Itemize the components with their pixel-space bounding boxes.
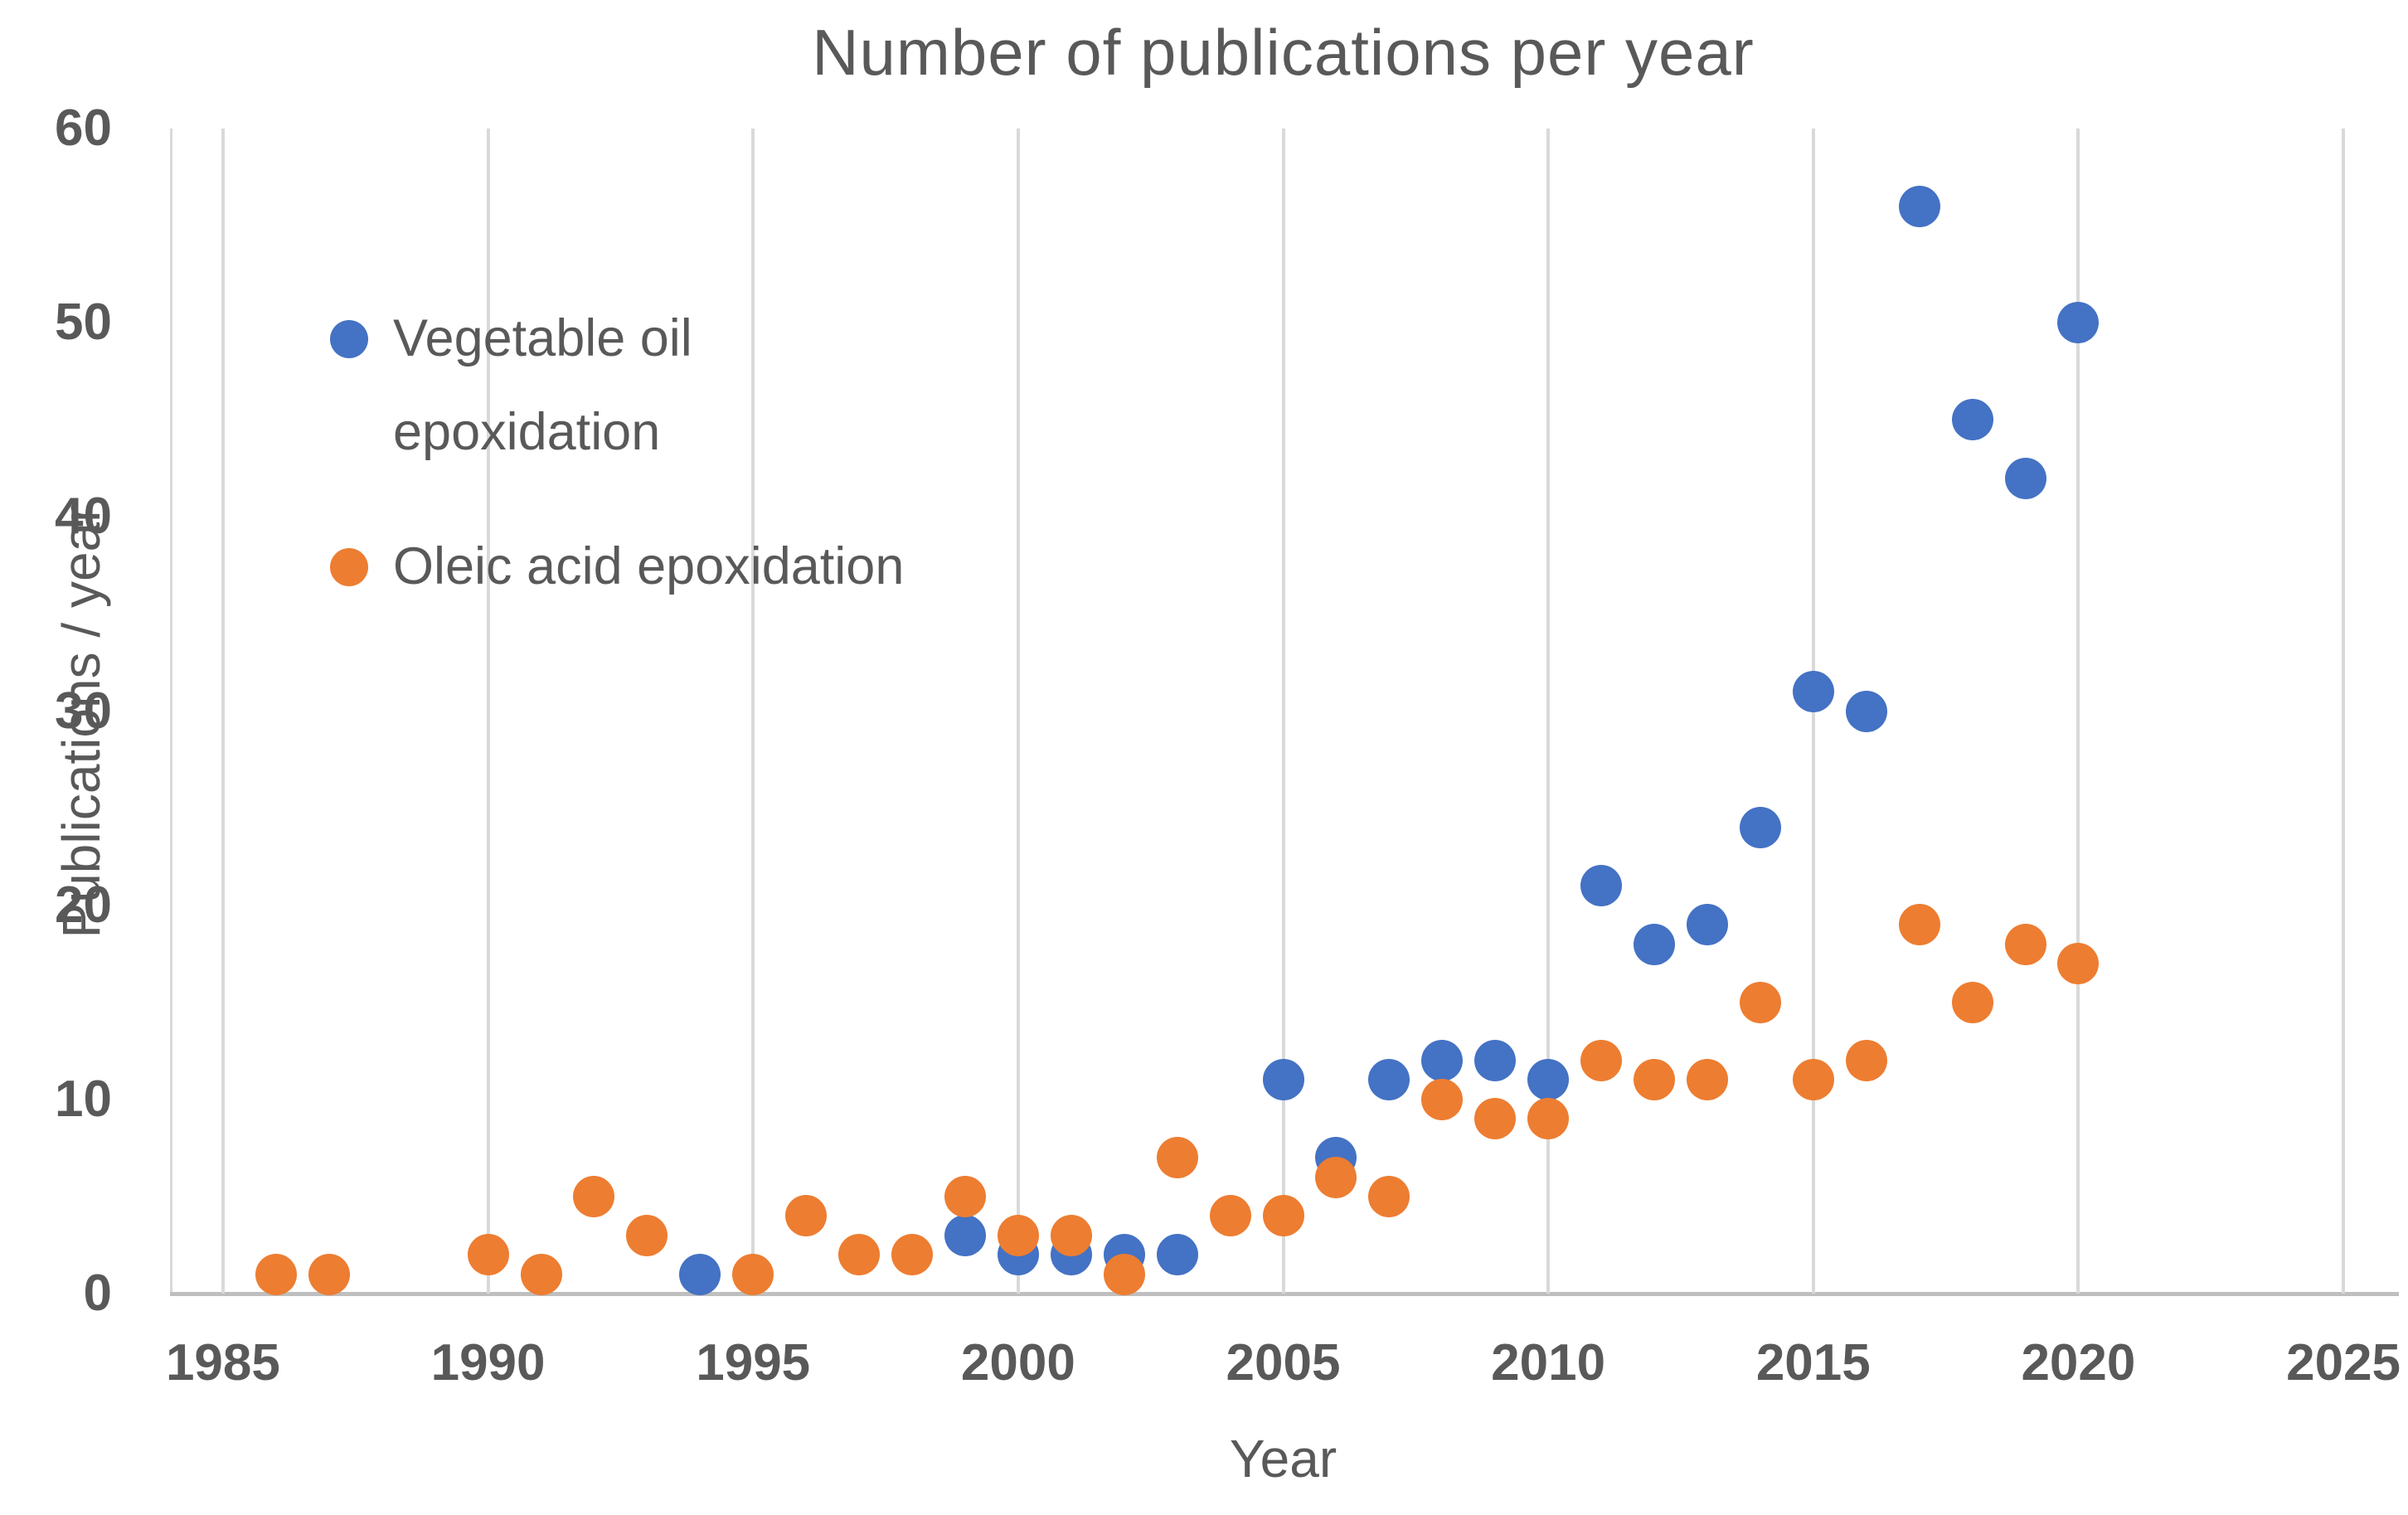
gridline-2020 (2076, 129, 2080, 1294)
legend-item-oleic-acid: Oleic acid epoxidation (330, 520, 904, 614)
data-point-blue (1951, 399, 1993, 441)
y-tick-label: 30 (55, 682, 112, 740)
data-point-orange (1209, 1195, 1251, 1237)
y-tick-label: 50 (55, 294, 112, 352)
data-point-orange (520, 1253, 562, 1295)
data-point-blue (1156, 1234, 1198, 1276)
data-point-blue (1368, 1059, 1410, 1101)
data-point-orange (997, 1214, 1039, 1256)
data-point-orange (2057, 942, 2100, 984)
x-tick-label: 2025 (2286, 1334, 2401, 1391)
data-point-orange (1050, 1214, 1092, 1256)
y-tick-label: 10 (55, 1070, 112, 1128)
data-point-orange (1634, 1059, 1675, 1101)
data-point-orange (1262, 1195, 1304, 1237)
legend-item-vegetable-oil: Vegetable oil epoxidation (330, 292, 904, 480)
gridline-1985 (221, 129, 225, 1294)
y-tick-label: 0 (83, 1265, 112, 1322)
data-point-blue (679, 1253, 721, 1295)
data-point-orange (1739, 981, 1781, 1023)
legend-marker-icon (330, 547, 368, 586)
y-tick-label: 40 (55, 488, 112, 546)
data-point-orange (944, 1175, 986, 1217)
data-point-orange (1421, 1078, 1464, 1120)
data-point-orange (1527, 1098, 1570, 1140)
data-point-blue (1686, 904, 1728, 946)
y-axis-title: Publications / year (51, 504, 111, 939)
legend-marker-icon (330, 320, 368, 358)
gridline-2000 (1016, 129, 1020, 1294)
gridline-1990 (486, 129, 490, 1294)
data-point-orange (1686, 1059, 1728, 1101)
x-tick-label: 2000 (960, 1334, 1075, 1391)
data-point-blue (2004, 457, 2046, 499)
x-tick-label: 2010 (1491, 1334, 1606, 1391)
x-tick-label: 1985 (165, 1334, 280, 1391)
data-point-orange (785, 1195, 828, 1237)
data-point-orange (573, 1175, 615, 1217)
data-point-orange (1315, 1156, 1357, 1198)
gridline-1995 (751, 129, 755, 1294)
gridline-2010 (1546, 129, 1551, 1294)
data-point-orange (2004, 923, 2046, 965)
data-point-blue (1739, 807, 1781, 848)
x-tick-label: 2005 (1226, 1334, 1341, 1391)
data-point-blue (1634, 923, 1675, 965)
data-point-orange (891, 1234, 933, 1276)
x-tick-label: 2015 (1755, 1334, 1871, 1391)
data-point-blue (944, 1214, 986, 1256)
data-point-blue (1898, 185, 1940, 227)
data-point-blue (1527, 1059, 1570, 1101)
data-point-orange (1103, 1253, 1145, 1295)
y-tick-label: 20 (55, 876, 112, 934)
data-point-blue (1580, 865, 1623, 907)
data-point-orange (467, 1234, 509, 1276)
data-point-orange (255, 1253, 297, 1295)
data-point-orange (626, 1214, 668, 1256)
data-point-blue (1421, 1040, 1464, 1081)
data-point-orange (1845, 1040, 1887, 1081)
legend-label: Oleic acid epoxidation (393, 537, 905, 595)
legend-label: Vegetable oil epoxidation (393, 309, 692, 462)
data-point-orange (1580, 1040, 1623, 1081)
chart-title: Number of publications per year (812, 16, 1755, 89)
data-point-orange (308, 1253, 350, 1295)
data-point-orange (1898, 904, 1940, 946)
data-point-orange (1156, 1137, 1198, 1179)
gridline-2005 (1281, 129, 1285, 1294)
data-point-blue (2057, 302, 2100, 344)
data-point-blue (1262, 1059, 1304, 1101)
y-axis-line (170, 129, 172, 1294)
data-point-orange (1951, 981, 1993, 1023)
gridline-2025 (2342, 129, 2346, 1294)
data-point-orange (1792, 1059, 1834, 1101)
x-tick-label: 1990 (430, 1334, 546, 1391)
x-axis-title: Year (1229, 1429, 1338, 1488)
x-tick-label: 2020 (2021, 1334, 2136, 1391)
x-tick-label: 1995 (696, 1334, 811, 1391)
data-point-orange (838, 1234, 881, 1276)
data-point-orange (1474, 1098, 1517, 1140)
x-axis-line (170, 1292, 2399, 1296)
data-point-orange (1368, 1175, 1410, 1217)
data-point-blue (1845, 690, 1887, 732)
data-point-blue (1474, 1040, 1517, 1081)
data-point-blue (1792, 671, 1834, 713)
y-tick-label: 60 (55, 100, 112, 157)
data-point-orange (732, 1253, 774, 1295)
legend: Vegetable oil epoxidation Oleic acid epox… (330, 292, 904, 614)
